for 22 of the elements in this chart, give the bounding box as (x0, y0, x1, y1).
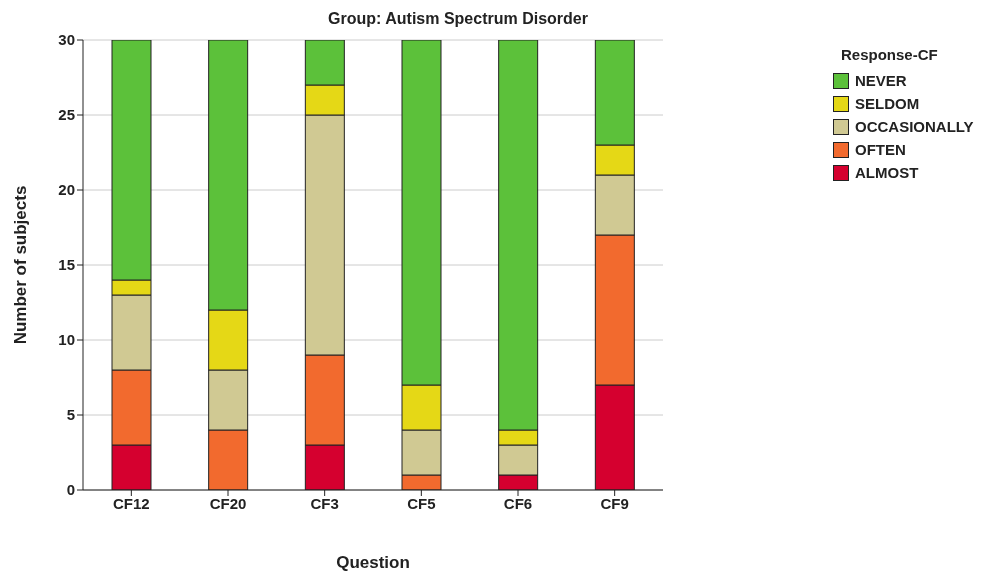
y-axis-title: Number of subjects (11, 185, 31, 345)
chart-title: Group: Autism Spectrum Disorder (327, 10, 589, 28)
legend-label: SELDOM (855, 95, 920, 112)
y-tick-label: 30 (58, 31, 75, 49)
legend-label: ALMOST (855, 164, 919, 181)
y-tick-label: 5 (66, 406, 75, 424)
x-tick-label: CF20 (209, 494, 247, 512)
x-tick-label: CF9 (600, 494, 629, 512)
legend-label: OCCASIONALLY (855, 118, 974, 135)
y-tick-label: 10 (58, 331, 75, 349)
y-tick-label: 0 (66, 481, 75, 499)
legend-label: NEVER (855, 72, 907, 89)
legend-title: Response-CF (841, 46, 939, 63)
x-tick-label: CF6 (503, 494, 533, 512)
x-tick-label: CF3 (310, 494, 339, 512)
x-axis-title: Question (336, 553, 410, 572)
x-tick-label: CF12 (112, 494, 150, 512)
y-tick-label: 25 (58, 106, 75, 124)
y-tick-label: 15 (58, 256, 75, 274)
y-tick-label: 20 (58, 181, 75, 199)
x-tick-label: CF5 (407, 494, 436, 512)
legend-label: OFTEN (855, 141, 906, 158)
